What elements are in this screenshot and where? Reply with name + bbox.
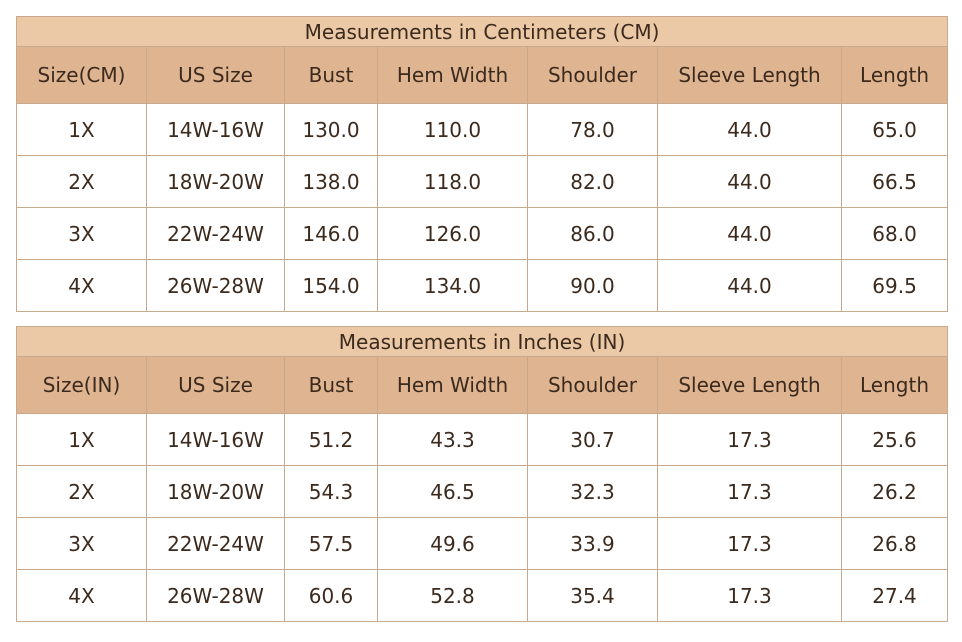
header-cell: US Size (146, 46, 285, 104)
cell: 44.0 (657, 103, 842, 156)
cell: 44.0 (657, 207, 842, 260)
cell: 118.0 (377, 155, 528, 208)
cell: 66.5 (840, 155, 949, 208)
cell: 35.4 (527, 569, 658, 622)
data-row: 4X 26W-28W 154.0 134.0 90.0 44.0 69.5 (16, 259, 949, 312)
cell: 3X (16, 207, 147, 260)
cell: 4X (16, 259, 147, 312)
cell: 2X (16, 155, 147, 208)
cell: 78.0 (527, 103, 658, 156)
title-row: Measurements in Centimeters (CM) (15, 16, 949, 47)
cell: 44.0 (657, 155, 842, 208)
cell: 22W-24W (146, 207, 285, 260)
cell: 17.3 (657, 465, 842, 518)
header-cell: Bust (284, 356, 378, 414)
size-table: Measurements in Centimeters (CM) Size(CM)… (15, 16, 949, 312)
header-cell: Hem Width (377, 46, 528, 104)
cell: 26.2 (840, 465, 949, 518)
data-row: 4X 26W-28W 60.6 52.8 35.4 17.3 27.4 (16, 569, 949, 622)
cell: 1X (16, 413, 147, 466)
cell: 110.0 (377, 103, 528, 156)
cell: 25.6 (840, 413, 949, 466)
title-row: Measurements in Inches (IN) (15, 326, 949, 357)
header-cell: Length (840, 46, 949, 104)
header-cell: Size(IN) (16, 356, 147, 414)
cell: 54.3 (284, 465, 378, 518)
cell: 52.8 (377, 569, 528, 622)
cell: 138.0 (284, 155, 378, 208)
cell: 65.0 (840, 103, 949, 156)
header-row: Size(CM) US Size Bust Hem Width Shoulder Slee… (16, 46, 949, 104)
cell: 30.7 (527, 413, 658, 466)
cell: 49.6 (377, 517, 528, 570)
cell: 26.8 (840, 517, 949, 570)
cell: 4X (16, 569, 147, 622)
cell: 154.0 (284, 259, 378, 312)
cell: 68.0 (840, 207, 949, 260)
cell: 146.0 (284, 207, 378, 260)
data-row: 1X 14W-16W 51.2 43.3 30.7 17.3 25.6 (16, 413, 949, 466)
cell: 82.0 (527, 155, 658, 208)
cell: 51.2 (284, 413, 378, 466)
cell: 18W-20W (146, 465, 285, 518)
cell: 33.9 (527, 517, 658, 570)
header-cell: Bust (284, 46, 378, 104)
cell: 14W-16W (146, 103, 285, 156)
cell: 46.5 (377, 465, 528, 518)
cell: 43.3 (377, 413, 528, 466)
header-cell: Size(CM) (16, 46, 147, 104)
cell: 2X (16, 465, 147, 518)
cell: 57.5 (284, 517, 378, 570)
data-row: 2X 18W-20W 138.0 118.0 82.0 44.0 66.5 (16, 155, 949, 208)
size-table: Measurements in Inches (IN) Size(IN) US Si… (15, 326, 949, 622)
data-row: 2X 18W-20W 54.3 46.5 32.3 17.3 26.2 (16, 465, 949, 518)
cell: 86.0 (527, 207, 658, 260)
cell: 32.3 (527, 465, 658, 518)
table-title: Measurements in Inches (IN) (15, 326, 949, 357)
header-row: Size(IN) US Size Bust Hem Width Shoulder Slee… (16, 356, 949, 414)
cell: 130.0 (284, 103, 378, 156)
data-row: 3X 22W-24W 57.5 49.6 33.9 17.3 26.8 (16, 517, 949, 570)
header-cell: Hem Width (377, 356, 528, 414)
cell: 17.3 (657, 413, 842, 466)
cell: 44.0 (657, 259, 842, 312)
table-title: Measurements in Centimeters (CM) (15, 16, 949, 47)
cell: 69.5 (840, 259, 949, 312)
header-cell: US Size (146, 356, 285, 414)
cell: 1X (16, 103, 147, 156)
cell: 14W-16W (146, 413, 285, 466)
header-cell: Length (840, 356, 949, 414)
data-row: 3X 22W-24W 146.0 126.0 86.0 44.0 68.0 (16, 207, 949, 260)
header-cell: Sleeve Length (657, 46, 842, 104)
cell: 90.0 (527, 259, 658, 312)
cell: 18W-20W (146, 155, 285, 208)
header-cell: Sleeve Length (657, 356, 842, 414)
cell: 26W-28W (146, 569, 285, 622)
cell: 17.3 (657, 517, 842, 570)
header-cell: Shoulder (527, 46, 658, 104)
cell: 17.3 (657, 569, 842, 622)
cell: 26W-28W (146, 259, 285, 312)
cell: 134.0 (377, 259, 528, 312)
cell: 126.0 (377, 207, 528, 260)
cell: 27.4 (840, 569, 949, 622)
data-row: 1X 14W-16W 130.0 110.0 78.0 44.0 65.0 (16, 103, 949, 156)
cell: 3X (16, 517, 147, 570)
header-cell: Shoulder (527, 356, 658, 414)
cell: 22W-24W (146, 517, 285, 570)
cell: 60.6 (284, 569, 378, 622)
